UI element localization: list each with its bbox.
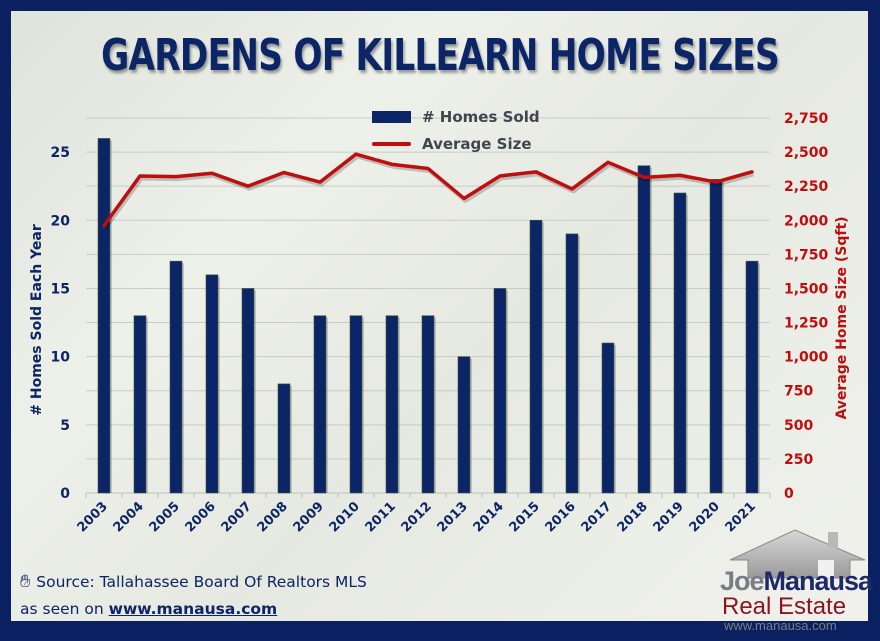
bar-2013 xyxy=(457,356,471,494)
logo-url: www.manausa.com xyxy=(724,618,837,633)
bar-2020 xyxy=(709,179,723,494)
right-tick-label: 1,250 xyxy=(784,316,829,332)
house-icon xyxy=(729,529,866,579)
bar-2009 xyxy=(313,315,327,494)
legend: # Homes Sold Average Size xyxy=(372,103,540,157)
bar-swatch-icon xyxy=(372,110,411,123)
left-tick-label: 25 xyxy=(51,145,70,161)
x-tick-label: 2004 xyxy=(111,499,147,535)
right-tick-label: 500 xyxy=(784,418,813,434)
right-tick-label: 2,500 xyxy=(784,145,829,161)
x-tick-label: 2010 xyxy=(327,499,363,535)
legend-item-average-size: Average Size xyxy=(372,130,540,157)
bar-2012 xyxy=(421,315,435,494)
average-size-line xyxy=(102,152,754,228)
bar-2015 xyxy=(529,219,543,494)
chart-card xyxy=(11,11,868,621)
left-tick-label: 10 xyxy=(51,350,71,366)
right-tick-label: 0 xyxy=(784,486,794,502)
chart-title: GARDENS OF KILLEARN HOME SIZES xyxy=(101,30,780,81)
right-tick-label: 250 xyxy=(784,452,813,468)
bar-2006 xyxy=(205,274,219,494)
x-tick-label: 2005 xyxy=(147,499,183,535)
left-tick-label: 5 xyxy=(60,418,70,434)
website-link[interactable]: www.manausa.com xyxy=(108,600,278,618)
line-swatch-icon xyxy=(372,141,411,146)
seen-prefix: as seen on xyxy=(20,600,109,618)
x-tick-label: 2006 xyxy=(183,499,219,535)
source-text: Source: Tallahassee Board Of Realtors ML… xyxy=(36,572,367,591)
x-tick-label: 2019 xyxy=(651,499,687,535)
left-tick-label: 20 xyxy=(51,213,71,229)
x-tick-label: 2014 xyxy=(471,499,507,535)
legend-item-homes-sold: # Homes Sold xyxy=(372,103,540,130)
x-tick-label: 2013 xyxy=(435,499,471,535)
left-tick-label: 0 xyxy=(60,486,70,502)
bar-2017 xyxy=(601,342,615,494)
source-note: ✋︎ Source: Tallahassee Board Of Realtors… xyxy=(20,571,367,592)
right-tick-label: 1,750 xyxy=(784,247,829,263)
x-tick-label: 2015 xyxy=(507,499,543,535)
right-tick-label: 2,000 xyxy=(784,213,829,229)
right-tick-label: 1,500 xyxy=(784,281,829,297)
left-tick-label: 15 xyxy=(51,281,70,297)
x-tick-label: 2003 xyxy=(75,499,111,535)
bar-2021 xyxy=(745,260,759,494)
bar-2014 xyxy=(493,288,507,494)
line-shadow xyxy=(103,154,755,230)
x-tick-label: 2018 xyxy=(615,499,651,535)
x-tick-label: 2016 xyxy=(543,499,579,535)
x-tick-label: 2012 xyxy=(399,499,435,535)
bar-2003 xyxy=(97,138,111,494)
logo-wordmark: JoeManausa xyxy=(720,566,873,596)
bar-2007 xyxy=(241,288,255,494)
bar-2018 xyxy=(637,165,651,494)
seen-on-note: as seen on www.manausa.com xyxy=(20,600,277,618)
x-tick-label: 2007 xyxy=(219,499,255,535)
x-tick-label: 2017 xyxy=(579,499,615,535)
legend-label: Average Size xyxy=(422,134,532,153)
bar-2019 xyxy=(673,192,687,494)
bar-2008 xyxy=(277,383,291,494)
right-tick-label: 2,250 xyxy=(784,179,829,195)
bar-2010 xyxy=(349,315,363,494)
x-tick-label: 2009 xyxy=(291,499,327,535)
x-tick-label: 2011 xyxy=(363,499,399,535)
bar-2004 xyxy=(133,315,147,494)
right-tick-label: 2,750 xyxy=(784,111,829,127)
right-tick-label: 750 xyxy=(784,384,813,400)
bar-2016 xyxy=(565,233,579,494)
company-logo: JoeManausa Real Estate www.manausa.com xyxy=(700,520,873,633)
right-axis-title: Average Home Size (Sqft) xyxy=(834,216,850,420)
hand-icon: ✋︎ xyxy=(20,571,31,592)
legend-label: # Homes Sold xyxy=(422,107,540,126)
bar-2011 xyxy=(385,315,399,494)
x-tick-label: 2008 xyxy=(255,499,291,535)
logo-real-estate: Real Estate xyxy=(722,593,847,620)
bar-2005 xyxy=(169,260,183,494)
right-tick-label: 1,000 xyxy=(784,350,829,366)
left-axis-title: # Homes Sold Each Year xyxy=(29,224,45,416)
